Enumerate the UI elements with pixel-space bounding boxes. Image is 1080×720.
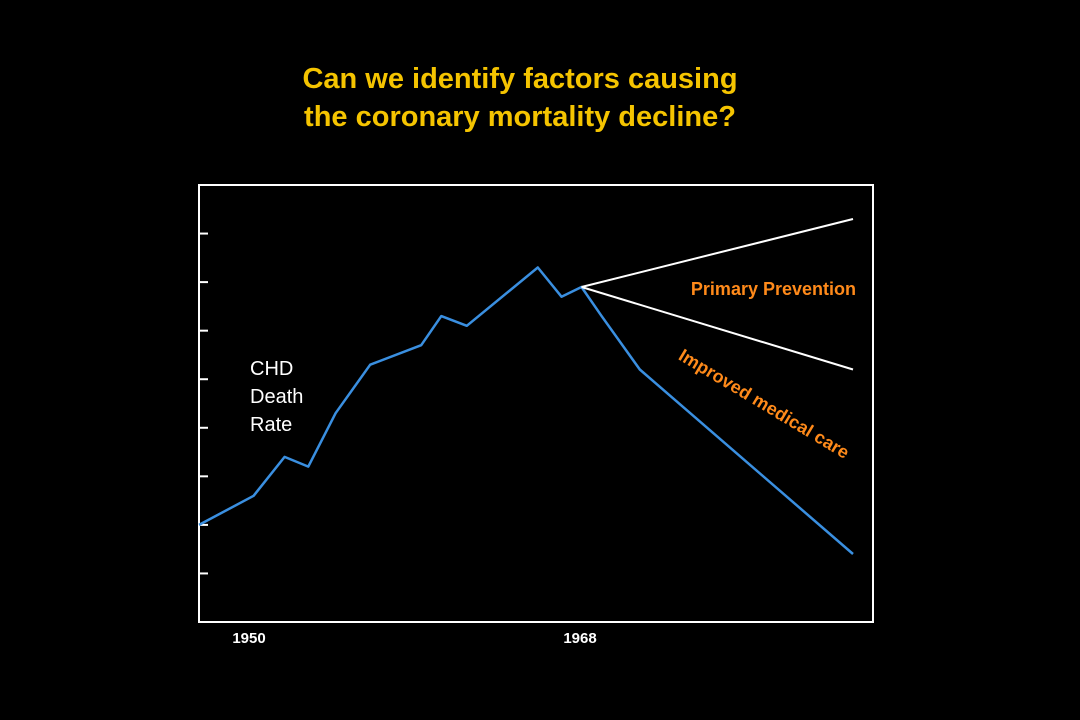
annotation-primary-prevention: Primary Prevention [691, 279, 856, 299]
title-line-1: Can we identify factors causing [302, 63, 738, 95]
series-line-observed [198, 266, 854, 555]
annotation-improved-medical-care: Improved medical care [675, 345, 853, 463]
series-line-projection-upper [581, 218, 854, 288]
plot-frame [198, 184, 874, 623]
series-line-projection-lower [581, 286, 854, 371]
slide-title: Can we identify factors causing the coro… [0, 60, 1040, 136]
y-label-line-2: Death [250, 386, 303, 408]
x-tick-label-1950: 1950 [232, 630, 265, 647]
x-tick-label-1968: 1968 [563, 630, 596, 647]
title-line-2: the coronary mortality decline? [304, 101, 736, 133]
y-label-line-3: Rate [250, 414, 292, 436]
y-label-line-1: CHD [250, 358, 293, 380]
series-group [198, 218, 854, 555]
